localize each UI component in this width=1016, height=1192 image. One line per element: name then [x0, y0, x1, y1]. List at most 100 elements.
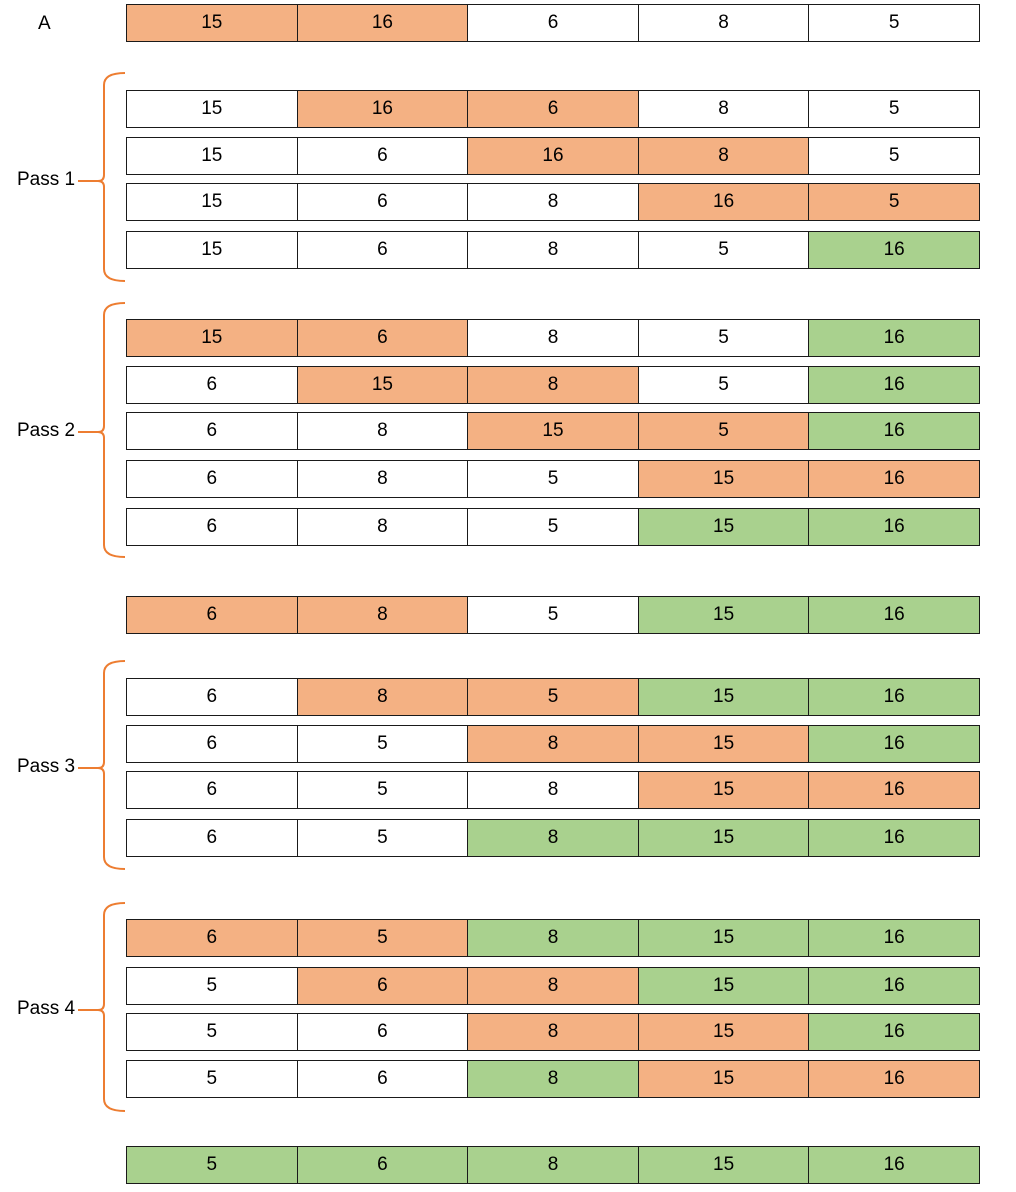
array-cell: 15	[638, 726, 810, 762]
array-cell: 15	[638, 679, 810, 715]
array-cell: 6	[297, 320, 469, 356]
array-cell: 5	[638, 413, 810, 449]
array-cell: 5	[127, 1061, 298, 1097]
array-cell: 6	[127, 367, 298, 403]
array-row-p1-s3: 15 6 8 16 5	[126, 183, 980, 221]
array-cell: 5	[127, 1014, 298, 1050]
array-cell: 8	[638, 91, 810, 127]
array-cell: 15	[127, 184, 298, 220]
array-row-p4-s4: 5 6 8 15 16	[126, 1060, 980, 1098]
array-cell: 15	[127, 232, 298, 268]
array-cell: 8	[468, 968, 639, 1004]
array-cell: 8	[468, 920, 639, 956]
array-cell: 16	[638, 184, 810, 220]
array-cell: 16	[809, 461, 979, 497]
pass-brace-1	[78, 72, 126, 282]
array-cell: 5	[468, 509, 639, 545]
array-row-p3-s1: 6 8 5 15 16	[126, 678, 980, 716]
array-row-p2-s2: 6 15 8 5 16	[126, 366, 980, 404]
array-row-p3-s3: 6 5 8 15 16	[126, 771, 980, 809]
array-cell: 16	[809, 772, 979, 808]
array-cell: 6	[127, 772, 298, 808]
array-row-p4-s3: 5 6 8 15 16	[126, 1013, 980, 1051]
array-cell: 6	[297, 1061, 469, 1097]
array-cell: 8	[468, 367, 639, 403]
array-cell: 15	[638, 461, 810, 497]
array-cell: 8	[297, 509, 469, 545]
array-cell: 15	[638, 968, 810, 1004]
array-cell: 6	[127, 726, 298, 762]
array-cell: 8	[468, 1061, 639, 1097]
array-cell: 6	[127, 920, 298, 956]
pass-label-4: Pass 4	[17, 998, 76, 1019]
array-cell: 6	[127, 413, 298, 449]
array-cell: 6	[468, 91, 639, 127]
array-cell: 8	[468, 1147, 639, 1183]
array-cell: 16	[809, 1147, 979, 1183]
array-cell: 16	[809, 367, 979, 403]
array-cell: 8	[638, 138, 810, 174]
array-cell: 5	[297, 920, 469, 956]
array-cell: 16	[809, 1014, 979, 1050]
array-cell: 5	[468, 679, 639, 715]
array-cell: 15	[638, 509, 810, 545]
array-row-between: 6 8 5 15 16	[126, 596, 980, 634]
array-cell: 5	[127, 968, 298, 1004]
array-row-p1-s4: 15 6 8 5 16	[126, 231, 980, 269]
array-cell: 15	[638, 1014, 810, 1050]
array-cell: 16	[809, 920, 979, 956]
array-cell: 6	[127, 597, 298, 633]
array-label-a: A	[38, 13, 51, 34]
array-cell: 5	[809, 184, 979, 220]
array-cell: 15	[638, 1061, 810, 1097]
array-row-p2-s4: 6 8 5 15 16	[126, 460, 980, 498]
array-cell: 5	[297, 820, 469, 856]
array-row-p3-s2: 6 5 8 15 16	[126, 725, 980, 763]
array-row-p2-s5: 6 8 5 15 16	[126, 508, 980, 546]
array-cell: 16	[809, 968, 979, 1004]
array-cell: 8	[468, 820, 639, 856]
pass-brace-4	[78, 902, 126, 1112]
array-cell: 16	[809, 1061, 979, 1097]
array-cell: 5	[127, 1147, 298, 1183]
array-cell: 5	[809, 91, 979, 127]
array-cell: 8	[468, 726, 639, 762]
array-row-a: 15 16 6 8 5	[126, 4, 980, 42]
array-cell: 16	[809, 679, 979, 715]
array-cell: 8	[297, 679, 469, 715]
array-cell: 8	[468, 1014, 639, 1050]
array-row-p1-s1: 15 16 6 8 5	[126, 90, 980, 128]
array-row-p3-s4: 6 5 8 15 16	[126, 819, 980, 857]
array-cell: 8	[297, 597, 469, 633]
array-row-p2-s1: 15 6 8 5 16	[126, 319, 980, 357]
array-cell: 16	[809, 232, 979, 268]
array-cell: 15	[638, 920, 810, 956]
array-cell: 8	[468, 772, 639, 808]
array-cell: 16	[809, 413, 979, 449]
array-cell: 15	[127, 91, 298, 127]
array-cell: 16	[809, 597, 979, 633]
array-cell: 6	[297, 1014, 469, 1050]
array-cell: 6	[127, 461, 298, 497]
array-cell: 15	[468, 413, 639, 449]
array-cell: 16	[468, 138, 639, 174]
array-cell: 6	[127, 509, 298, 545]
array-cell: 5	[638, 320, 810, 356]
array-cell: 6	[297, 138, 469, 174]
array-cell: 6	[297, 1147, 469, 1183]
array-cell: 8	[297, 413, 469, 449]
array-row-final: 5 6 8 15 16	[126, 1146, 980, 1184]
array-cell: 8	[468, 232, 639, 268]
array-cell: 5	[297, 726, 469, 762]
array-cell: 16	[809, 509, 979, 545]
array-cell: 6	[297, 184, 469, 220]
pass-brace-3	[78, 660, 126, 870]
pass-label-1: Pass 1	[17, 169, 76, 190]
array-row-p4-s2: 5 6 8 15 16	[126, 967, 980, 1005]
array-cell: 5	[468, 597, 639, 633]
array-cell: 15	[638, 597, 810, 633]
array-cell: 15	[127, 320, 298, 356]
array-cell: 6	[297, 968, 469, 1004]
array-cell: 16	[297, 91, 469, 127]
array-cell: 15	[638, 820, 810, 856]
